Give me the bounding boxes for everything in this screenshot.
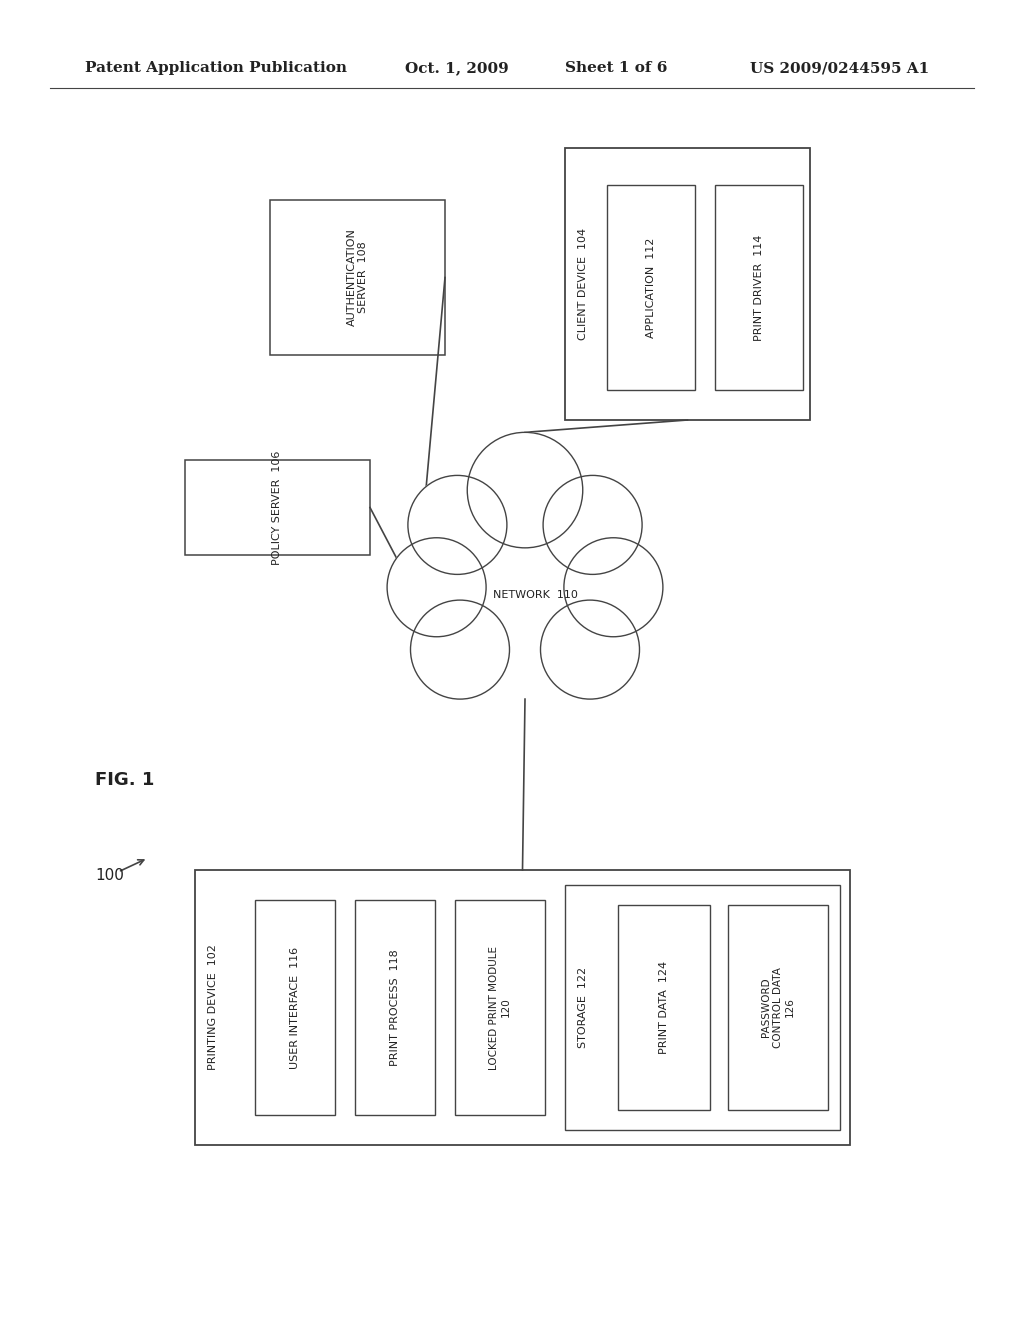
Circle shape: [411, 601, 510, 700]
Bar: [565, 148, 810, 420]
Circle shape: [541, 601, 640, 700]
Text: PRINT DRIVER  114: PRINT DRIVER 114: [754, 235, 764, 341]
Bar: [195, 870, 850, 1144]
Text: Sheet 1 of 6: Sheet 1 of 6: [565, 61, 668, 75]
Text: LOCKED PRINT MODULE
120: LOCKED PRINT MODULE 120: [489, 945, 511, 1069]
Text: 100: 100: [95, 867, 124, 883]
Text: US 2009/0244595 A1: US 2009/0244595 A1: [750, 61, 929, 75]
Bar: [565, 884, 840, 1130]
Text: NETWORK  110: NETWORK 110: [493, 590, 578, 601]
Circle shape: [543, 475, 642, 574]
Bar: [255, 900, 335, 1115]
Text: Patent Application Publication: Patent Application Publication: [85, 61, 347, 75]
Text: PRINTING DEVICE  102: PRINTING DEVICE 102: [208, 945, 218, 1071]
Text: POLICY SERVER  106: POLICY SERVER 106: [272, 450, 283, 565]
Bar: [270, 201, 445, 355]
Text: AUTHENTICATION
SERVER  108: AUTHENTICATION SERVER 108: [347, 228, 369, 326]
Text: PASSWORD
CONTROL DATA
126: PASSWORD CONTROL DATA 126: [762, 968, 795, 1048]
Text: CLIENT DEVICE  104: CLIENT DEVICE 104: [578, 228, 588, 341]
Bar: [607, 185, 695, 389]
Circle shape: [467, 433, 583, 548]
Text: APPLICATION  112: APPLICATION 112: [646, 238, 656, 338]
Bar: [618, 906, 710, 1110]
Circle shape: [387, 537, 486, 636]
Text: PRINT DATA  124: PRINT DATA 124: [659, 961, 669, 1055]
Text: STORAGE  122: STORAGE 122: [578, 968, 588, 1048]
Circle shape: [408, 475, 507, 574]
Circle shape: [564, 537, 663, 636]
Bar: [455, 900, 545, 1115]
Bar: [185, 459, 370, 554]
Bar: [728, 906, 828, 1110]
Text: FIG. 1: FIG. 1: [95, 771, 155, 789]
Bar: [715, 185, 803, 389]
Text: USER INTERFACE  116: USER INTERFACE 116: [290, 946, 300, 1069]
Bar: [355, 900, 435, 1115]
Text: Oct. 1, 2009: Oct. 1, 2009: [406, 61, 509, 75]
Text: PRINT PROCESS  118: PRINT PROCESS 118: [390, 949, 400, 1065]
